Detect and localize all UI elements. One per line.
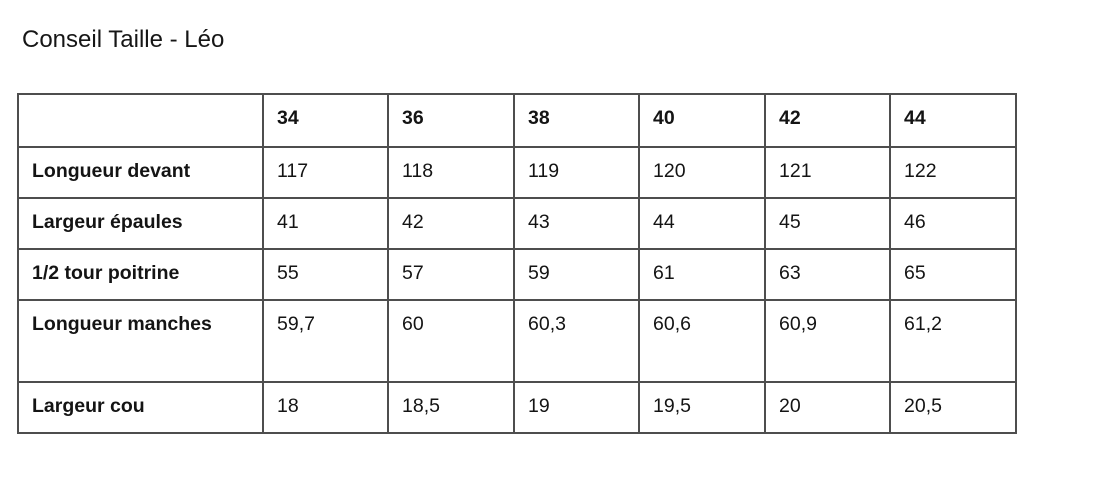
table-row-largeur-cou: Largeur cou 18 18,5 19 19,5 20 20,5: [17, 381, 1017, 434]
size-value-cell: 122: [889, 146, 1017, 199]
size-value-cell: 18: [262, 381, 389, 434]
row-label: Longueur manches: [17, 299, 264, 383]
size-column-header-44: 44: [889, 93, 1017, 148]
header-row: 34 36 38 40 42 44: [17, 93, 1017, 148]
size-value-cell: 61: [638, 248, 766, 301]
size-value-cell: 20,5: [889, 381, 1017, 434]
size-value-cell: 61,2: [889, 299, 1017, 383]
size-value-cell: 121: [764, 146, 891, 199]
size-value-cell: 57: [387, 248, 515, 301]
size-column-header-36: 36: [387, 93, 515, 148]
size-value-cell: 20: [764, 381, 891, 434]
size-value-cell: 46: [889, 197, 1017, 250]
size-value-cell: 65: [889, 248, 1017, 301]
corner-cell: [17, 93, 264, 148]
size-value-cell: 120: [638, 146, 766, 199]
size-guide-table: 34 36 38 40 42 44 Longueur devant 117 11…: [17, 93, 1017, 434]
size-value-cell: 60,6: [638, 299, 766, 383]
size-column-header-40: 40: [638, 93, 766, 148]
size-value-cell: 42: [387, 197, 515, 250]
size-value-cell: 60,3: [513, 299, 640, 383]
size-value-cell: 41: [262, 197, 389, 250]
row-label: Largeur épaules: [17, 197, 264, 250]
row-label: Largeur cou: [17, 381, 264, 434]
size-value-cell: 18,5: [387, 381, 515, 434]
size-value-cell: 60: [387, 299, 515, 383]
row-label: 1/2 tour poitrine: [17, 248, 264, 301]
size-value-cell: 55: [262, 248, 389, 301]
table-row-longueur-devant: Longueur devant 117 118 119 120 121 122: [17, 146, 1017, 199]
size-column-header-34: 34: [262, 93, 389, 148]
size-value-cell: 60,9: [764, 299, 891, 383]
row-label: Longueur devant: [17, 146, 264, 199]
table-row-largeur-epaules: Largeur épaules 41 42 43 44 45 46: [17, 197, 1017, 250]
size-value-cell: 45: [764, 197, 891, 250]
table-row-tour-poitrine: 1/2 tour poitrine 55 57 59 61 63 65: [17, 248, 1017, 301]
size-value-cell: 59: [513, 248, 640, 301]
size-value-cell: 118: [387, 146, 515, 199]
size-value-cell: 19: [513, 381, 640, 434]
size-value-cell: 43: [513, 197, 640, 250]
size-value-cell: 119: [513, 146, 640, 199]
size-value-cell: 63: [764, 248, 891, 301]
size-value-cell: 59,7: [262, 299, 389, 383]
size-column-header-38: 38: [513, 93, 640, 148]
size-column-header-42: 42: [764, 93, 891, 148]
page-title: Conseil Taille - Léo: [22, 26, 225, 53]
size-value-cell: 44: [638, 197, 766, 250]
size-value-cell: 19,5: [638, 381, 766, 434]
size-value-cell: 117: [262, 146, 389, 199]
table-row-longueur-manches: Longueur manches 59,7 60 60,3 60,6 60,9 …: [17, 299, 1017, 383]
